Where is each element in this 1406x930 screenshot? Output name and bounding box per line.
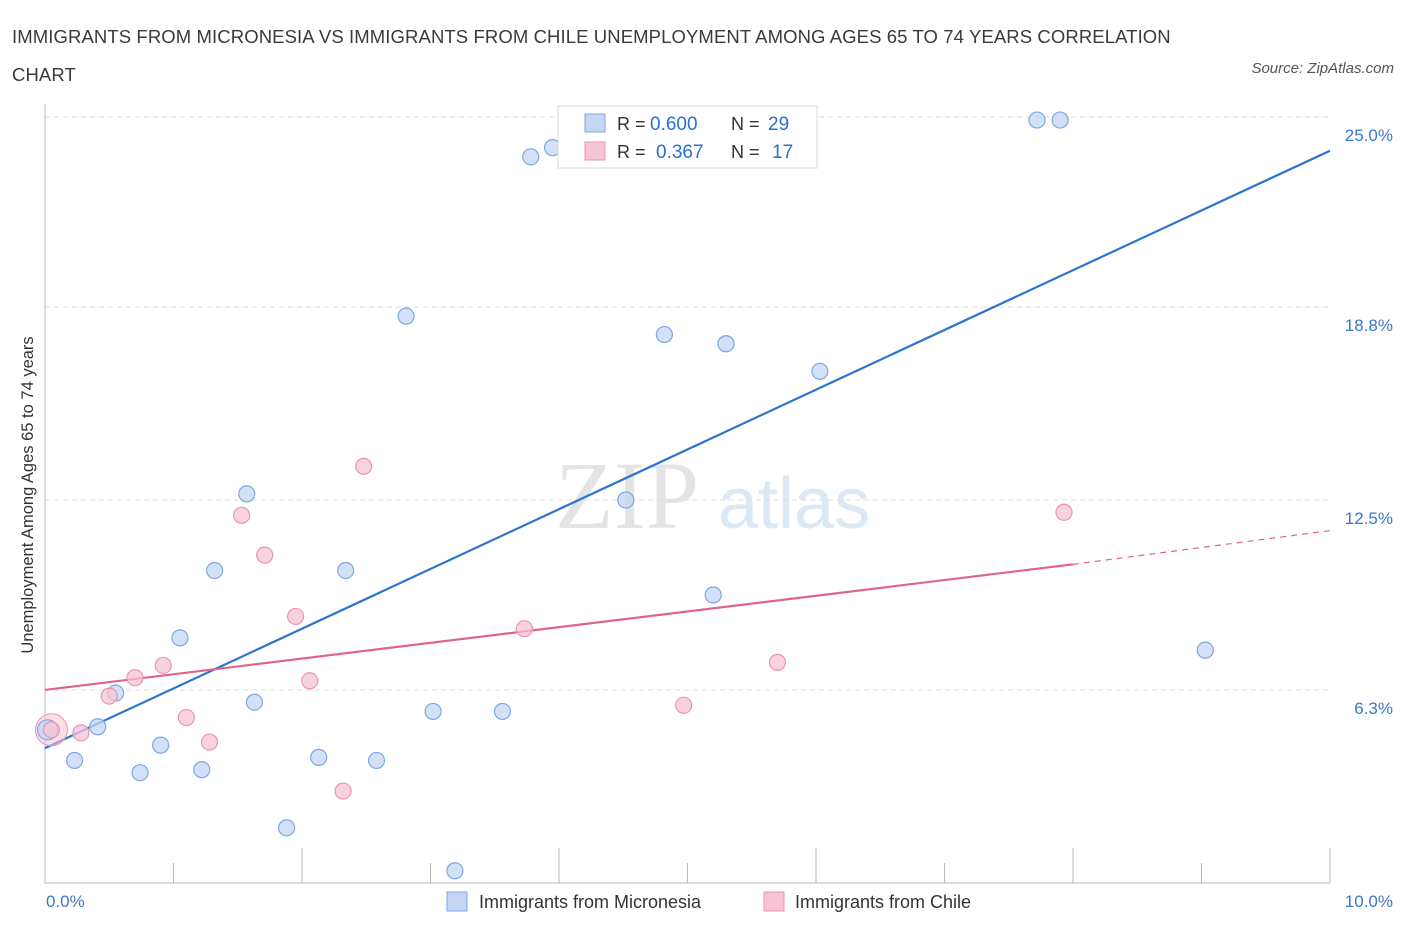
micronesia-point — [89, 718, 107, 736]
legend-swatch-chile — [584, 141, 606, 161]
x-tick-label: 0.0% — [46, 892, 85, 911]
y-tick-label: 18.8% — [1345, 316, 1393, 335]
y-tick-labels: 6.3% 12.5% 18.8% 25.0% — [1345, 126, 1393, 718]
micronesia-point — [493, 702, 512, 721]
correlation-legend: R = 0.600 N = 29 R = 0.367 N = 17 — [557, 105, 818, 169]
micronesia-point — [152, 736, 170, 754]
chile-point — [768, 653, 787, 671]
chile-point — [515, 620, 533, 638]
chart-title: IMMIGRANTS FROM MICRONESIA VS IMMIGRANTS… — [12, 26, 1171, 85]
x-tick-label: 10.0% — [1345, 892, 1393, 911]
series-legend: Immigrants from Micronesia Immigrants fr… — [446, 891, 971, 912]
data-points — [34, 111, 1214, 880]
chart-source: Source: ZipAtlas.com — [1251, 60, 1394, 77]
micronesia-point — [238, 485, 256, 503]
micronesia-point — [811, 362, 829, 380]
chile-point — [154, 656, 172, 675]
chile-point — [42, 721, 61, 739]
chile-point — [334, 782, 352, 800]
micronesia-point — [367, 751, 386, 770]
chile-point — [286, 607, 305, 626]
series-legend-swatch-micronesia — [446, 891, 468, 912]
legend-n-label-1: N = — [731, 114, 760, 134]
grid-lines — [45, 116, 1330, 691]
micronesia-point — [1196, 641, 1214, 659]
micronesia-point — [310, 748, 328, 766]
chile-point — [72, 724, 90, 742]
series-legend-swatch-chile — [763, 891, 785, 912]
micronesia-point — [1028, 111, 1046, 129]
micronesia-trend-line — [44, 149, 1331, 750]
micronesia-point — [65, 751, 84, 770]
micronesia-point — [446, 862, 464, 880]
axes — [44, 104, 1331, 884]
chile-point — [126, 669, 144, 687]
micronesia-point — [522, 148, 540, 166]
chile-trend-line — [44, 563, 1074, 692]
chile-point — [355, 457, 373, 475]
chile-point — [100, 687, 118, 705]
chile-point — [256, 546, 274, 564]
series-legend-label-micronesia: Immigrants from Micronesia — [479, 892, 702, 912]
legend-swatch-micronesia — [584, 113, 606, 133]
legend-r-value-2: 0.367 — [656, 142, 704, 163]
micronesia-point — [171, 629, 189, 647]
legend-n-value-2: 17 — [772, 142, 793, 163]
micronesia-point — [1051, 111, 1069, 129]
micronesia-point — [337, 561, 355, 580]
legend-n-label-2: N = — [731, 142, 760, 162]
chile-trend-extension — [1072, 530, 1331, 565]
y-tick-label: 6.3% — [1354, 699, 1393, 718]
legend-n-value-1: 29 — [768, 114, 789, 135]
micronesia-point — [277, 819, 296, 837]
micronesia-point — [655, 325, 673, 344]
watermark-atlas: atlas — [718, 464, 870, 544]
micronesia-point — [704, 586, 722, 604]
legend-r-label-1: R = — [617, 114, 646, 134]
y-tick-label: 12.5% — [1345, 509, 1393, 528]
chile-point — [301, 672, 319, 690]
chile-point — [675, 696, 693, 714]
chile-point — [1055, 503, 1073, 521]
chile-point — [233, 506, 251, 524]
chile-point — [177, 708, 195, 727]
legend-r-label-2: R = — [617, 142, 646, 162]
micronesia-point — [397, 307, 415, 325]
chile-point — [200, 733, 219, 751]
micronesia-point — [245, 693, 264, 711]
micronesia-point — [131, 764, 149, 782]
y-tick-label: 25.0% — [1345, 126, 1393, 145]
legend-r-value-1: 0.600 — [650, 114, 698, 135]
micronesia-point — [424, 702, 442, 721]
trend-lines — [44, 149, 1331, 750]
series-legend-label-chile: Immigrants from Chile — [795, 892, 971, 912]
y-axis-label: Unemployment Among Ages 65 to 74 years — [19, 336, 37, 653]
micronesia-point — [717, 335, 735, 353]
micronesia-point — [206, 561, 224, 580]
x-tick-labels: 0.0% 10.0% — [46, 892, 1393, 911]
micronesia-point — [617, 491, 635, 509]
micronesia-point — [193, 761, 211, 779]
